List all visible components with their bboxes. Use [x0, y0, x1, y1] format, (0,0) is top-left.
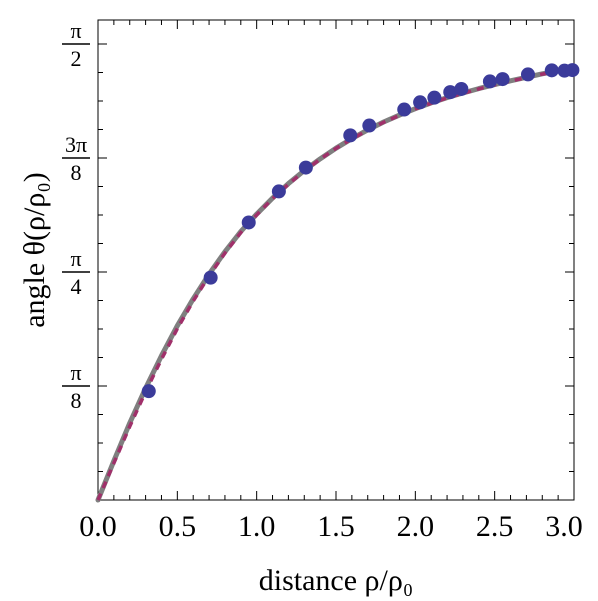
- y-tick-numerator: π: [70, 360, 81, 385]
- data-point: [141, 384, 156, 399]
- x-tick-label: 0.0: [79, 510, 117, 543]
- x-tick-label: 2.0: [397, 510, 435, 543]
- data-point: [454, 81, 469, 96]
- y-tick-denominator: 2: [71, 46, 82, 71]
- y-tick-label: 3π8: [62, 132, 90, 185]
- x-tick-labels: 0.0 0.5 1.0 1.5 2.0 2.5 3.0: [79, 510, 583, 543]
- data-point: [343, 128, 358, 143]
- data-point: [241, 215, 256, 230]
- y-tick-denominator: 8: [71, 160, 82, 185]
- x-tick-label: 2.5: [476, 510, 514, 543]
- data-point: [271, 184, 286, 199]
- plot-border: [97, 19, 575, 501]
- x-tick-label: 1.0: [238, 510, 276, 543]
- scatter-points: [141, 63, 580, 399]
- x-tick-label: 1.5: [317, 510, 355, 543]
- y-tick-numerator: π: [70, 18, 81, 43]
- plot-frame: [97, 19, 575, 501]
- x-axis-label: distance ρ/ρ₀: [259, 564, 414, 597]
- data-point: [565, 63, 580, 78]
- data-point: [203, 270, 218, 285]
- y-tick-label: π2: [62, 18, 90, 71]
- data-point: [362, 118, 377, 133]
- y-axis-label: angle θ(ρ/ρ₀): [18, 172, 51, 328]
- x-tick-label: 0.5: [159, 510, 197, 543]
- data-point: [443, 85, 458, 100]
- y-tick-label: π4: [62, 246, 90, 299]
- y-tick-denominator: 8: [71, 388, 82, 413]
- data-point: [482, 74, 497, 89]
- data-point: [413, 95, 428, 110]
- y-tick-label: π8: [62, 360, 90, 413]
- data-point: [544, 63, 559, 78]
- y-tick-denominator: 4: [71, 274, 82, 299]
- y-tick-numerator: 3π: [65, 132, 87, 157]
- data-point: [427, 90, 442, 105]
- x-tick-label: 3.0: [545, 510, 583, 543]
- solid-curve: [95, 66, 577, 503]
- series-lines: [95, 66, 577, 503]
- data-point: [397, 102, 412, 117]
- data-point: [495, 72, 510, 87]
- dashed-curve: [96, 66, 575, 501]
- data-point: [520, 67, 535, 82]
- data-point: [298, 160, 313, 175]
- y-tick-numerator: π: [70, 246, 81, 271]
- axis-ticks: [97, 20, 575, 501]
